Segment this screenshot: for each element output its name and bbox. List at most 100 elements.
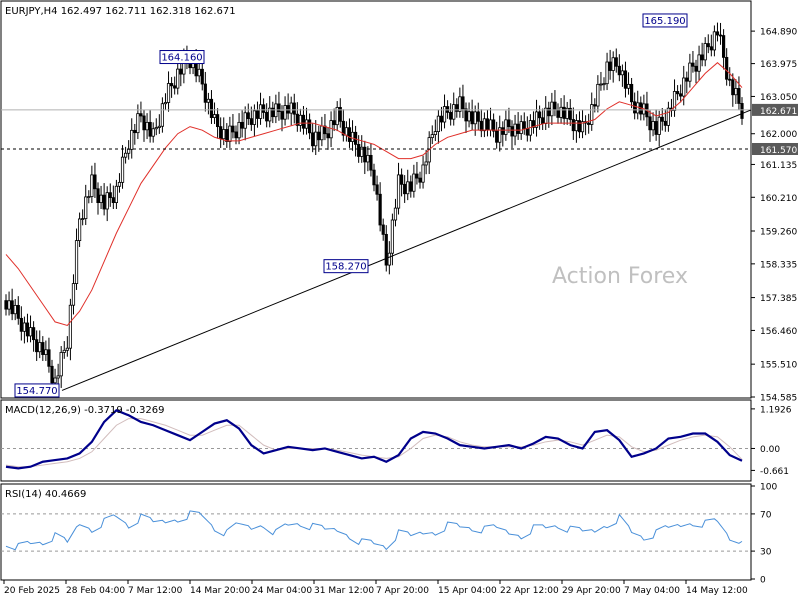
candle-body xyxy=(516,123,520,134)
candle-body xyxy=(130,129,134,150)
x-tick-label: 14 Mar 20:00 xyxy=(190,586,250,596)
candle-body xyxy=(504,119,508,135)
candle-body xyxy=(209,98,214,118)
candle-body xyxy=(703,43,707,61)
candle-body xyxy=(599,83,603,86)
x-tick-label: 24 Mar 04:00 xyxy=(252,586,312,596)
support-price-label: 161.570 xyxy=(760,146,797,156)
candle-body xyxy=(534,111,539,128)
candle-body xyxy=(50,365,54,384)
candle-body xyxy=(412,173,416,192)
candle-body xyxy=(728,78,732,81)
candle-body xyxy=(538,111,542,119)
candle-body xyxy=(418,177,422,183)
candle-body xyxy=(154,127,158,130)
macd-layer: 1.1926 0.00 -0.661 xyxy=(1,405,792,477)
candle-body xyxy=(292,102,296,115)
candle-body xyxy=(654,121,658,135)
candle-body xyxy=(169,83,174,87)
candle-body xyxy=(114,185,118,204)
candle-body xyxy=(390,219,395,254)
candle-body xyxy=(415,173,419,179)
candle-body xyxy=(25,322,30,337)
candle-body xyxy=(574,120,579,132)
price-annotation-box xyxy=(14,383,60,398)
price-annotation-label: 164.160 xyxy=(161,53,202,64)
candle-body xyxy=(111,197,115,204)
price-title: EURJPY,H4 162.497 162.711 162.318 162.67… xyxy=(5,6,236,17)
candle-body xyxy=(120,156,125,183)
candle-body xyxy=(16,304,20,319)
macd-title: MACD(12,26,9) -0.3719 -0.3269 xyxy=(5,405,165,416)
candle-body xyxy=(215,114,220,128)
candle-body xyxy=(657,116,661,135)
candle-body xyxy=(47,349,51,367)
candle-body xyxy=(311,132,315,147)
candle-body xyxy=(341,120,345,136)
x-tick-label: 7 Apr 20:00 xyxy=(376,586,429,596)
candle-body xyxy=(403,183,407,195)
candle-body xyxy=(734,88,738,96)
candle-body xyxy=(160,103,164,127)
candle-body xyxy=(626,83,631,89)
current-price-label: 162.671 xyxy=(760,107,797,117)
price-pane-frame xyxy=(0,0,752,399)
candle-body xyxy=(666,107,671,126)
candle-body xyxy=(605,61,609,85)
trendline xyxy=(61,109,752,391)
price-annotation-box xyxy=(323,259,369,274)
rsi-title: RSI(14) 40.4669 xyxy=(5,489,86,500)
candle-body xyxy=(541,117,545,125)
candle-body xyxy=(68,304,72,349)
price-annotation-label: 154.770 xyxy=(16,386,57,397)
candle-body xyxy=(488,119,493,131)
candle-body xyxy=(608,61,612,71)
macd-pane-frame xyxy=(0,399,752,482)
candle-body xyxy=(648,116,652,131)
candle-body xyxy=(283,105,287,120)
candle-body xyxy=(679,93,683,97)
candle-body xyxy=(44,349,48,355)
candle-body xyxy=(577,120,582,133)
price-annotation-label: 158.270 xyxy=(325,262,366,273)
price-candles xyxy=(4,22,744,390)
candle-body xyxy=(240,121,244,129)
price-tick-label: 162.000 xyxy=(760,130,797,140)
price-annotation-box xyxy=(159,50,205,65)
candle-body xyxy=(71,283,76,306)
candle-body xyxy=(323,125,327,135)
candle-body xyxy=(715,31,720,36)
candle-body xyxy=(148,121,152,137)
candle-body xyxy=(249,118,253,125)
candle-body xyxy=(562,106,566,119)
candle-body xyxy=(163,102,168,105)
candle-body xyxy=(740,103,744,119)
candle-body xyxy=(700,54,704,61)
candle-body xyxy=(442,106,447,123)
candle-body xyxy=(142,115,146,131)
candle-body xyxy=(96,188,100,204)
ma-line xyxy=(5,62,743,327)
candle-body xyxy=(228,125,232,142)
candle-body xyxy=(482,118,487,132)
candle-body xyxy=(41,342,45,355)
candle-body xyxy=(90,174,94,197)
candle-body xyxy=(384,233,388,266)
candle-body xyxy=(685,77,689,82)
candle-body xyxy=(139,113,143,117)
candle-body xyxy=(580,121,585,133)
candle-body xyxy=(455,104,459,112)
price-tick-label: 163.050 xyxy=(760,93,797,103)
candle-body xyxy=(81,218,85,220)
candle-body xyxy=(255,110,260,119)
candle-body xyxy=(133,129,137,134)
price-tick-label: 161.135 xyxy=(760,161,797,171)
candle-body xyxy=(35,339,39,353)
price-tick-label: 164.890 xyxy=(760,28,797,38)
candle-body xyxy=(433,131,437,136)
rsi-tick-label: 100 xyxy=(760,483,777,493)
watermark: Action Forex xyxy=(552,264,688,289)
macd-line xyxy=(5,409,743,470)
candle-body xyxy=(56,375,60,379)
candle-body xyxy=(363,146,367,163)
